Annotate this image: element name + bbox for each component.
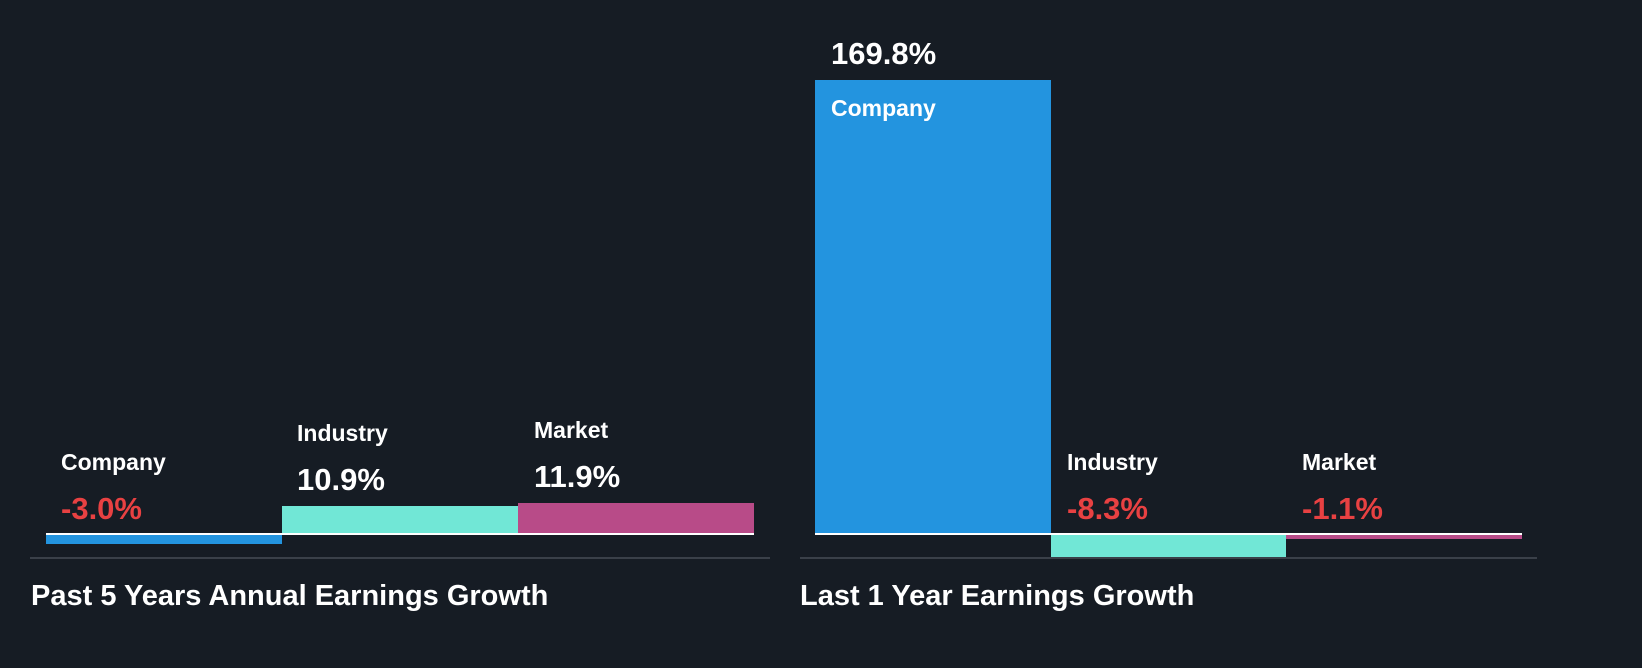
- left-chart-title: Past 5 Years Annual Earnings Growth: [31, 580, 549, 612]
- right-company-value: 169.8%: [831, 36, 937, 71]
- right-industry-value: -8.3%: [1067, 491, 1148, 526]
- left-baseline: [46, 533, 754, 535]
- left-divider: [30, 557, 770, 559]
- left-industry-bar: [282, 506, 518, 535]
- left-company-value: -3.0%: [61, 491, 142, 526]
- left-industry-value: 10.9%: [297, 462, 385, 497]
- right-company-bar: [815, 80, 1051, 535]
- right-industry-label: Industry: [1067, 449, 1158, 475]
- left-market-value: 11.9%: [534, 459, 621, 494]
- right-market-value: -1.1%: [1302, 491, 1383, 526]
- left-company-bar: [46, 535, 282, 544]
- right-company-label: Company: [831, 95, 936, 121]
- right-market-label: Market: [1302, 449, 1377, 475]
- past-5-years-panel: Company -3.0% Industry 10.9% Market 11.9…: [0, 0, 800, 668]
- left-company-label: Company: [61, 449, 166, 475]
- right-chart-title: Last 1 Year Earnings Growth: [800, 580, 1195, 612]
- left-market-label: Market: [534, 417, 609, 443]
- right-market-bar: [1286, 535, 1522, 539]
- right-divider: [800, 557, 1537, 559]
- left-market-bar: [518, 503, 754, 535]
- right-baseline: [815, 533, 1522, 535]
- right-industry-bar: [1051, 535, 1286, 558]
- left-industry-label: Industry: [297, 420, 388, 446]
